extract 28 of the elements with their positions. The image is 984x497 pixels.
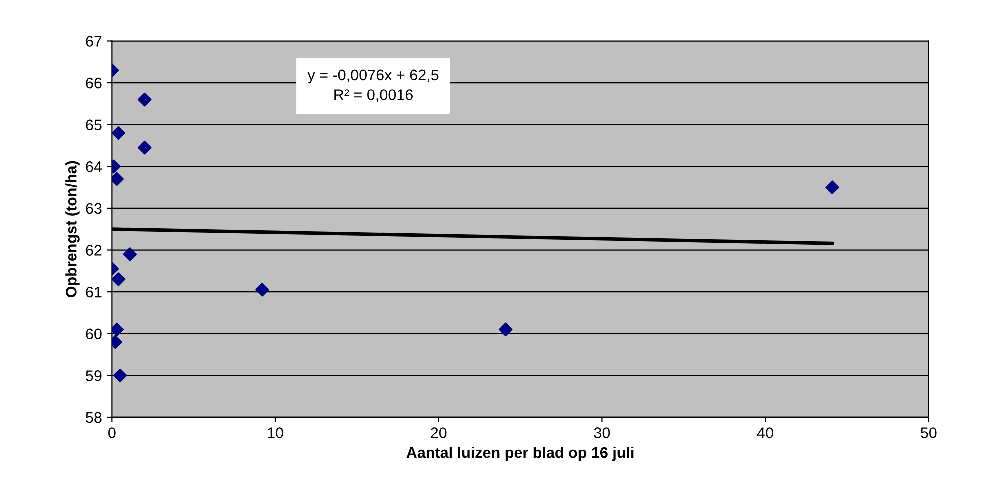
y-tick-label: 66 <box>86 78 102 89</box>
point <box>826 180 840 194</box>
annotation: y = -0,0076x + 62,5 R² = 0,0016 <box>308 70 439 102</box>
x-tick-label: 10 <box>268 428 284 438</box>
point <box>138 140 152 155</box>
y-axis-title: Opbrengst (ton/ha) <box>66 161 80 298</box>
x-axis-title: Aantal luizen per blad op 16 juli <box>406 447 634 462</box>
y-tick-label: 67 <box>86 36 102 47</box>
y-tick-label: 64 <box>86 162 102 172</box>
y-tick-label: 58 <box>86 412 102 424</box>
point <box>113 368 128 383</box>
y-tick-label: 63 <box>86 203 102 214</box>
point <box>498 322 513 337</box>
x-tick-label: 20 <box>431 428 447 438</box>
point <box>112 126 126 140</box>
point <box>138 92 152 107</box>
point <box>256 283 270 297</box>
point <box>112 272 126 286</box>
y-tick-label: 59 <box>86 370 102 382</box>
point <box>123 248 138 262</box>
y-tick-label: 60 <box>86 328 102 340</box>
y-tick-label: 61 <box>86 286 102 298</box>
x-tick-label: 40 <box>757 428 774 438</box>
x-tick-label: 30 <box>594 428 610 438</box>
y-tick-label: 62 <box>86 245 102 256</box>
x-tick-label: 0 <box>108 428 116 438</box>
x-tick-label: 50 <box>921 428 937 438</box>
y-tick-label: 65 <box>86 120 102 131</box>
